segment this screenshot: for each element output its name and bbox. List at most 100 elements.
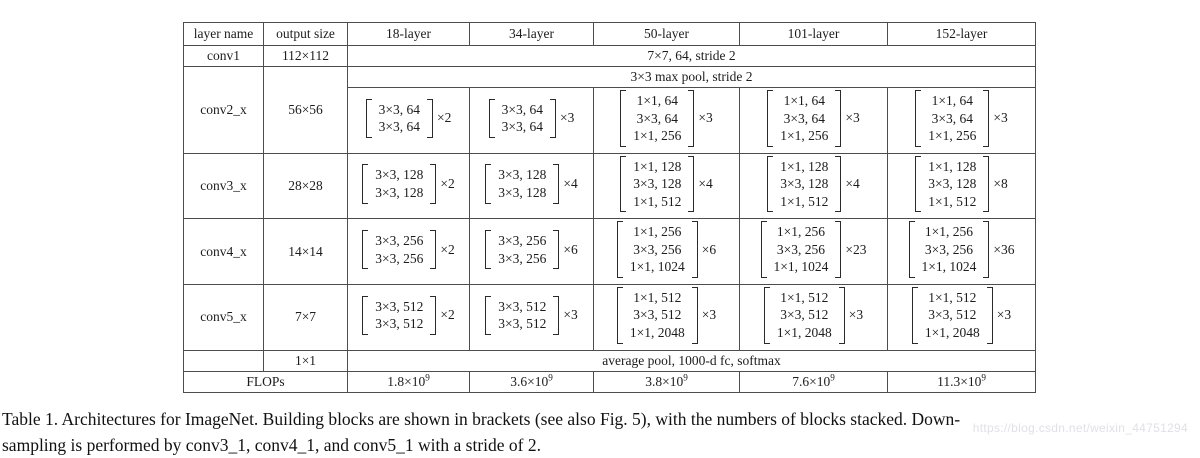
block-line: 3×3, 64 <box>378 119 420 135</box>
block-multiplier: ×3 <box>996 307 1012 323</box>
block-multiplier: ×2 <box>440 175 455 191</box>
block-line: 1×1, 512 <box>780 289 829 305</box>
block-line: 1×1, 128 <box>928 158 977 174</box>
right-bracket <box>430 164 437 204</box>
block-lines: 3×3, 256 3×3, 256 <box>491 230 553 269</box>
block-line: 3×3, 256 <box>498 233 547 249</box>
block-line: 3×3, 256 <box>375 250 424 266</box>
table-row: 1×1 average pool, 1000-d fc, softmax <box>183 349 1036 372</box>
left-bracket <box>485 230 492 270</box>
output-size-cell: 7×7 <box>263 283 348 351</box>
block-line: 3×3, 512 <box>498 316 547 332</box>
block-line: 3×3, 512 <box>633 307 682 323</box>
right-bracket <box>553 230 560 270</box>
block-line: 1×1, 2048 <box>776 325 832 341</box>
block-multiplier: ×3 <box>845 110 860 126</box>
left-bracket <box>908 221 915 278</box>
residual-block: 3×3, 64 3×3, 64 ×3 <box>488 98 574 138</box>
left-bracket <box>616 221 623 278</box>
table-row: conv4_x 14×14 3×3, 256 3×3, 256 ×2 3×3, 256 3×… <box>183 218 1036 285</box>
right-bracket <box>550 98 556 138</box>
right-bracket <box>691 286 698 344</box>
block-line: 1×1, 2048 <box>924 325 980 341</box>
block-multiplier: ×4 <box>698 175 713 191</box>
right-bracket <box>835 155 842 213</box>
column-header: layer name <box>183 22 264 46</box>
exponent: 9 <box>981 372 986 383</box>
block-line: 1×1, 512 <box>633 289 682 305</box>
block-cell: 1×1, 64 3×3, 64 1×1, 256 ×3 <box>887 87 1036 154</box>
exponent: 9 <box>425 372 430 383</box>
right-bracket <box>838 286 845 344</box>
left-bracket <box>362 295 369 335</box>
right-bracket <box>430 295 437 335</box>
block-cell: 1×1, 128 3×3, 128 1×1, 512 ×4 <box>593 152 740 220</box>
residual-block: 1×1, 64 3×3, 64 1×1, 256 ×3 <box>620 90 713 147</box>
block-line: 1×1, 64 <box>783 93 825 108</box>
column-header: 18-layer <box>347 22 470 46</box>
residual-block: 3×3, 256 3×3, 256 ×6 <box>485 230 578 270</box>
block-line: 1×1, 256 <box>776 224 825 240</box>
block-multiplier: ×8 <box>993 175 1008 191</box>
block-line: 3×3, 512 <box>498 298 547 314</box>
left-bracket <box>616 286 623 344</box>
block-line: 3×3, 512 <box>780 307 829 323</box>
block-lines: 1×1, 256 3×3, 256 1×1, 1024 <box>915 221 984 278</box>
residual-block: 3×3, 256 3×3, 256 ×2 <box>362 230 455 270</box>
block-line: 1×1, 512 <box>928 289 977 305</box>
block-cell: 1×1, 512 3×3, 512 1×1, 2048 ×3 <box>739 283 888 351</box>
right-bracket <box>688 155 695 213</box>
block-multiplier: ×6 <box>701 241 717 257</box>
block-lines: 1×1, 512 3×3, 512 1×1, 2048 <box>623 287 692 344</box>
residual-block: 3×3, 512 3×3, 512 ×2 <box>362 295 455 335</box>
right-bracket <box>983 221 990 278</box>
right-bracket <box>986 286 993 344</box>
block-multiplier: ×2 <box>440 241 455 257</box>
block-multiplier: ×2 <box>437 110 452 126</box>
block-cell: 1×1, 256 3×3, 256 1×1, 1024 ×6 <box>593 218 740 285</box>
block-line: 3×3, 128 <box>928 176 977 192</box>
output-size-cell: 1×1 <box>263 349 348 372</box>
table-row: conv3_x 28×28 3×3, 128 3×3, 128 ×2 3×3, 128 3×… <box>183 152 1036 220</box>
block-cell: 1×1, 128 3×3, 128 1×1, 512 ×4 <box>739 152 888 220</box>
block-cell: 3×3, 512 3×3, 512 ×3 <box>469 283 594 351</box>
left-bracket <box>485 295 492 335</box>
block-line: 3×3, 256 <box>924 241 973 257</box>
block-line: 1×1, 64 <box>636 93 678 108</box>
conv1-spec-cell: 7×7, 64, stride 2 <box>347 45 1036 67</box>
exponent: 9 <box>548 372 553 383</box>
layer-name-cell: conv5_x <box>183 283 264 351</box>
block-lines: 1×1, 128 3×3, 128 1×1, 512 <box>921 156 983 213</box>
block-cell: 3×3, 128 3×3, 128 ×2 <box>347 152 470 220</box>
caption-line-1: Table 1. Architectures for ImageNet. Bui… <box>2 408 961 429</box>
residual-block: 3×3, 512 3×3, 512 ×3 <box>485 295 578 335</box>
block-multiplier: ×36 <box>993 241 1015 257</box>
block-multiplier: ×2 <box>440 307 455 323</box>
table-row: conv5_x 7×7 3×3, 512 3×3, 512 ×2 3×3, 512 3×3,… <box>183 283 1036 351</box>
block-cell: 3×3, 64 3×3, 64 ×2 <box>347 87 470 154</box>
residual-block: 1×1, 128 3×3, 128 1×1, 512 ×4 <box>767 155 860 213</box>
block-line: 3×3, 64 <box>931 110 973 126</box>
block-lines: 3×3, 64 3×3, 64 <box>372 99 427 138</box>
right-bracket <box>983 90 990 147</box>
left-bracket <box>767 90 774 147</box>
left-bracket <box>915 90 922 147</box>
block-line: 3×3, 128 <box>633 176 682 192</box>
right-bracket <box>691 221 698 278</box>
block-line: 3×3, 64 <box>783 110 825 126</box>
block-cell: 3×3, 256 3×3, 256 ×6 <box>469 218 594 285</box>
left-bracket <box>365 98 372 138</box>
block-line: 3×3, 128 <box>375 184 424 200</box>
left-bracket <box>915 155 922 213</box>
column-header: 101-layer <box>739 22 888 46</box>
avgpool-spec-cell: average pool, 1000-d fc, softmax <box>347 349 1036 372</box>
resnet-architecture-table: layer name output size 18-layer 34-layer 50-… <box>183 22 1036 393</box>
layer-name-cell: conv3_x <box>183 152 264 220</box>
watermark: https://blog.csdn.net/weixin_44751294 <box>972 421 1188 435</box>
block-line: 3×3, 64 <box>501 119 543 135</box>
block-multiplier: ×3 <box>563 307 578 323</box>
block-multiplier: ×6 <box>563 241 578 257</box>
block-lines: 3×3, 128 3×3, 128 <box>491 164 553 203</box>
right-bracket <box>835 221 842 278</box>
block-cell: 1×1, 64 3×3, 64 1×1, 256 ×3 <box>593 87 740 154</box>
